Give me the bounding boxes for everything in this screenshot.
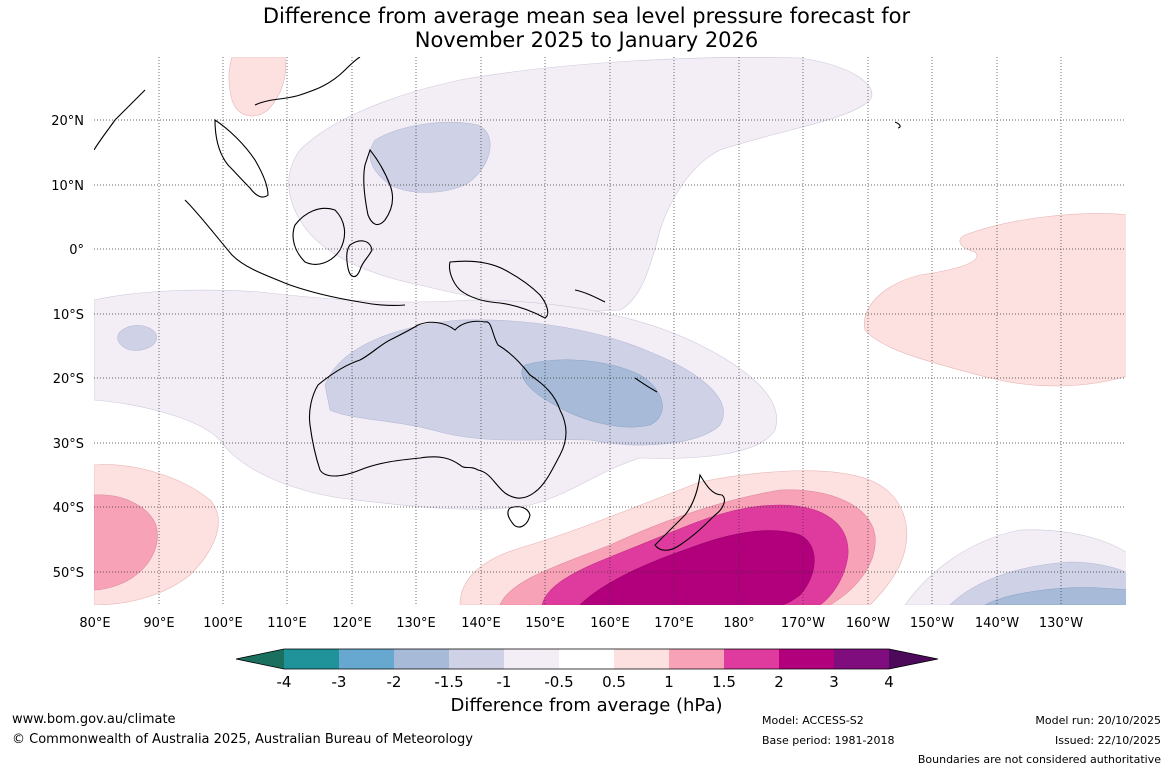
colorbar-tick: 2: [774, 673, 784, 691]
lon-label: 110°E: [267, 616, 307, 631]
lat-label: 20°S: [53, 372, 84, 387]
new-caledonia-coastline: [634, 377, 658, 393]
colorbar-band: [614, 649, 669, 669]
lon-label: 180°: [723, 616, 754, 631]
map-title: Difference from average mean sea level p…: [0, 4, 1173, 52]
lat-label: 0°: [69, 243, 84, 258]
anomaly-region-neg-moderate-philippines: [369, 121, 491, 193]
lon-label: 100°E: [203, 616, 243, 631]
colorbar-tick: -2: [387, 673, 402, 691]
sumatra-java-coastline: [184, 199, 406, 306]
anomaly-region-pos-china: [228, 57, 287, 117]
title-line-1: Difference from average mean sea level p…: [262, 4, 911, 28]
hawaii-coastline: [894, 121, 901, 129]
colorbar-band: [559, 649, 614, 669]
colorbar: [235, 648, 939, 670]
anomaly-region-neg-moderate-small: [117, 325, 157, 351]
colorbar-tick: 1.5: [712, 673, 736, 691]
colorbar-extend-max: [889, 649, 938, 669]
lon-label: 140°W: [975, 616, 1019, 631]
solomon-islands-coastline: [574, 289, 606, 303]
lat-label: 10°S: [53, 308, 84, 323]
colorbar-tick-labels: -4 -3 -2 -1.5 -1 -0.5 0.5 1 1.5 2 3 4: [277, 673, 894, 691]
lon-label: 130°E: [396, 616, 436, 631]
colorbar-tick: -1.5: [434, 673, 463, 691]
footer-disclaimer: Boundaries are not considered authoritat…: [917, 753, 1161, 766]
lat-label: 50°S: [53, 566, 84, 581]
colorbar-band: [504, 649, 559, 669]
colorbar-band: [339, 649, 394, 669]
lon-label: 80°E: [79, 616, 110, 631]
australia-coastline: [308, 320, 567, 499]
lon-label: 140°E: [461, 616, 501, 631]
footer-model-run: Model run: 20/10/2025: [1035, 714, 1161, 727]
lon-label: 170°E: [654, 616, 694, 631]
colorbar-tick: -1: [497, 673, 512, 691]
sulawesi-coastline: [346, 240, 373, 278]
colorbar-tick: -0.5: [544, 673, 573, 691]
lat-label: 30°S: [53, 437, 84, 452]
map-figure: 20°N 10°N 0° 10°S 20°S 30°S 40°S 50°S 80…: [51, 57, 1126, 691]
colorbar-band: [284, 649, 339, 669]
coastlines: [94, 57, 901, 551]
colorbar-tick: -4: [277, 673, 292, 691]
colorbar-tick: 0.5: [602, 673, 626, 691]
indochina-coastline: [214, 118, 269, 198]
lon-label: 90°E: [143, 616, 174, 631]
colorbar-band: [779, 649, 834, 669]
anomaly-region-pos-east-pacific: [863, 213, 1126, 387]
lat-label: 10°N: [51, 179, 84, 194]
colorbar-tick: 1: [664, 673, 674, 691]
title-line-2: November 2025 to January 2026: [414, 28, 759, 52]
latitude-labels: 20°N 10°N 0° 10°S 20°S 30°S 40°S 50°S: [51, 114, 84, 581]
footer-url[interactable]: www.bom.gov.au/climate: [12, 712, 176, 727]
colorbar-band: [724, 649, 779, 669]
colorbar-tick: 3: [829, 673, 839, 691]
colorbar-band: [394, 649, 449, 669]
lon-label: 130°W: [1039, 616, 1083, 631]
anomaly-region-pos-nz-strongest: [579, 530, 815, 605]
colorbar-tick: 4: [884, 673, 894, 691]
anomaly-region-neg-strong: [521, 359, 663, 428]
colorbar-band: [449, 649, 504, 669]
footer-copyright: © Commonwealth of Australia 2025, Austra…: [12, 732, 473, 747]
lon-label: 160°W: [846, 616, 890, 631]
lon-label: 160°E: [590, 616, 630, 631]
lon-label: 150°E: [525, 616, 565, 631]
anomaly-region-neg-southeast-strong: [984, 587, 1126, 605]
footer-issued: Issued: 22/10/2025: [1054, 734, 1161, 747]
colorbar-outline: [235, 648, 939, 670]
new-zealand-coastline: [654, 473, 725, 551]
anomaly-region-neg-light-north: [288, 57, 873, 312]
lon-label: 120°E: [332, 616, 372, 631]
borneo-coastline: [292, 207, 346, 265]
longitude-labels: 80°E 90°E 100°E 110°E 120°E 130°E 140°E …: [79, 616, 1083, 631]
lon-label: 150°W: [910, 616, 954, 631]
lat-label: 20°N: [51, 114, 84, 129]
tasmania-coastline: [507, 506, 531, 528]
lon-label: 170°W: [781, 616, 825, 631]
anomaly-region-pos-southwest-medium: [94, 494, 158, 591]
colorbar-title: Difference from average (hPa): [450, 695, 723, 716]
graticule: [94, 57, 1126, 605]
philippines-coastline: [363, 148, 394, 226]
colorbar-tick: -3: [332, 673, 347, 691]
colorbar-band: [669, 649, 724, 669]
lat-label: 40°S: [53, 501, 84, 516]
colorbar-band: [834, 649, 889, 669]
colorbar-extend-min: [236, 649, 284, 669]
footer-base-period: Base period: 1981-2018: [762, 734, 895, 747]
footer-model: Model: ACCESS-S2: [762, 714, 864, 727]
china-coastline: [254, 57, 361, 106]
